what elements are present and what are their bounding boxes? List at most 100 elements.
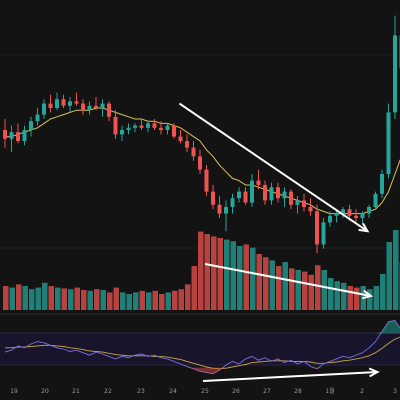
- candle-body: [237, 191, 241, 199]
- volume-bar: [94, 289, 100, 310]
- x-tick-label: 22: [104, 388, 112, 395]
- volume-bars: [3, 230, 400, 310]
- volume-bar: [295, 270, 301, 310]
- candle-body: [55, 99, 59, 108]
- volume-bar: [159, 294, 165, 310]
- x-tick-label: 27: [263, 388, 271, 395]
- oscillator-band: [0, 333, 400, 365]
- x-tick-label: 28: [294, 388, 302, 395]
- candles: [3, 15, 400, 254]
- candle-body: [191, 147, 196, 157]
- price-trend-arrow-head: [358, 222, 370, 233]
- candle-body: [42, 103, 46, 115]
- candle-body: [198, 156, 202, 170]
- volume-bar: [334, 281, 340, 310]
- volume-bar: [185, 284, 191, 310]
- candle-body: [211, 191, 215, 205]
- x-tick-label: 24: [169, 388, 177, 395]
- volume-bar: [107, 292, 113, 310]
- volume-bar: [315, 265, 321, 310]
- candle-body: [87, 105, 92, 111]
- candle-body: [393, 35, 397, 113]
- oscillator-trend-arrow: [202, 367, 380, 382]
- volume-bar: [256, 254, 262, 310]
- x-tick-label: 3: [393, 388, 397, 395]
- oscillator: [4, 320, 400, 375]
- volume-bar: [380, 274, 386, 310]
- volume-bar: [224, 239, 230, 310]
- volume-bar: [269, 260, 275, 310]
- volume-bar: [42, 282, 48, 310]
- volume-bar: [113, 287, 119, 310]
- volume-bar: [276, 266, 282, 310]
- candle-body: [9, 132, 14, 139]
- volume-bar: [16, 284, 22, 310]
- volume-bar: [204, 234, 210, 310]
- volume-bar: [152, 290, 158, 310]
- volume-bar: [386, 242, 392, 310]
- candle-body: [256, 180, 261, 185]
- volume-bar: [133, 292, 139, 310]
- candle-body: [276, 187, 280, 199]
- oscillator-signal-line: [5, 336, 400, 370]
- volume-bar: [81, 290, 87, 310]
- volume-bar: [178, 289, 184, 310]
- candle-body: [61, 99, 66, 106]
- candle-body: [133, 125, 137, 128]
- candle-body: [243, 191, 248, 203]
- candle-body: [308, 207, 313, 212]
- volume-bar: [354, 287, 360, 310]
- candle-body: [347, 209, 352, 216]
- volume-bar: [321, 270, 327, 310]
- candle-body: [360, 213, 365, 218]
- volume-bar: [230, 241, 236, 310]
- candle-body: [22, 130, 27, 141]
- volume-bar: [9, 287, 15, 310]
- volume-bar: [237, 246, 243, 310]
- x-tick-label: 23: [137, 388, 145, 395]
- candle-body: [295, 200, 300, 205]
- oscillator-trend-arrow-shaft: [202, 371, 378, 382]
- candle-body: [373, 193, 378, 207]
- candle-body: [334, 213, 339, 216]
- volume-bar: [172, 290, 178, 310]
- volume-bar: [289, 268, 295, 310]
- volume-bar: [211, 236, 217, 310]
- volume-bar: [198, 231, 204, 310]
- candle-body: [204, 169, 209, 192]
- volume-bar: [87, 290, 93, 310]
- volume-bar: [139, 290, 145, 310]
- candle-body: [152, 123, 157, 128]
- volume-bar: [146, 292, 152, 310]
- volume-bar: [165, 292, 171, 310]
- volume-bar: [373, 286, 379, 310]
- volume-bar: [191, 266, 197, 310]
- candle-body: [3, 130, 7, 139]
- oscillator-line: [4, 320, 400, 375]
- volume-bar: [126, 294, 132, 310]
- candle-body: [29, 121, 33, 130]
- volume-bar: [393, 230, 399, 310]
- candle-body: [380, 174, 384, 194]
- candle-body: [172, 125, 176, 137]
- volume-trend-arrow: [204, 263, 374, 300]
- candle-body: [165, 125, 170, 130]
- candle-body: [68, 101, 72, 106]
- candle-body: [159, 127, 163, 130]
- candle-body: [224, 207, 228, 214]
- candle-body: [354, 215, 358, 218]
- candle-body: [100, 103, 105, 108]
- candle-body: [250, 180, 254, 203]
- candle-body: [302, 200, 306, 207]
- volume-trend-arrow-head: [362, 289, 374, 300]
- volume-bar: [48, 286, 54, 310]
- volume-trend-arrow-shaft: [204, 263, 372, 297]
- candle-body: [81, 103, 85, 111]
- volume-bar: [61, 288, 67, 310]
- volume-bar: [100, 290, 106, 310]
- volume-bar: [74, 287, 80, 310]
- candle-body: [139, 125, 144, 128]
- candle-body: [74, 101, 79, 104]
- candle-body: [289, 191, 293, 205]
